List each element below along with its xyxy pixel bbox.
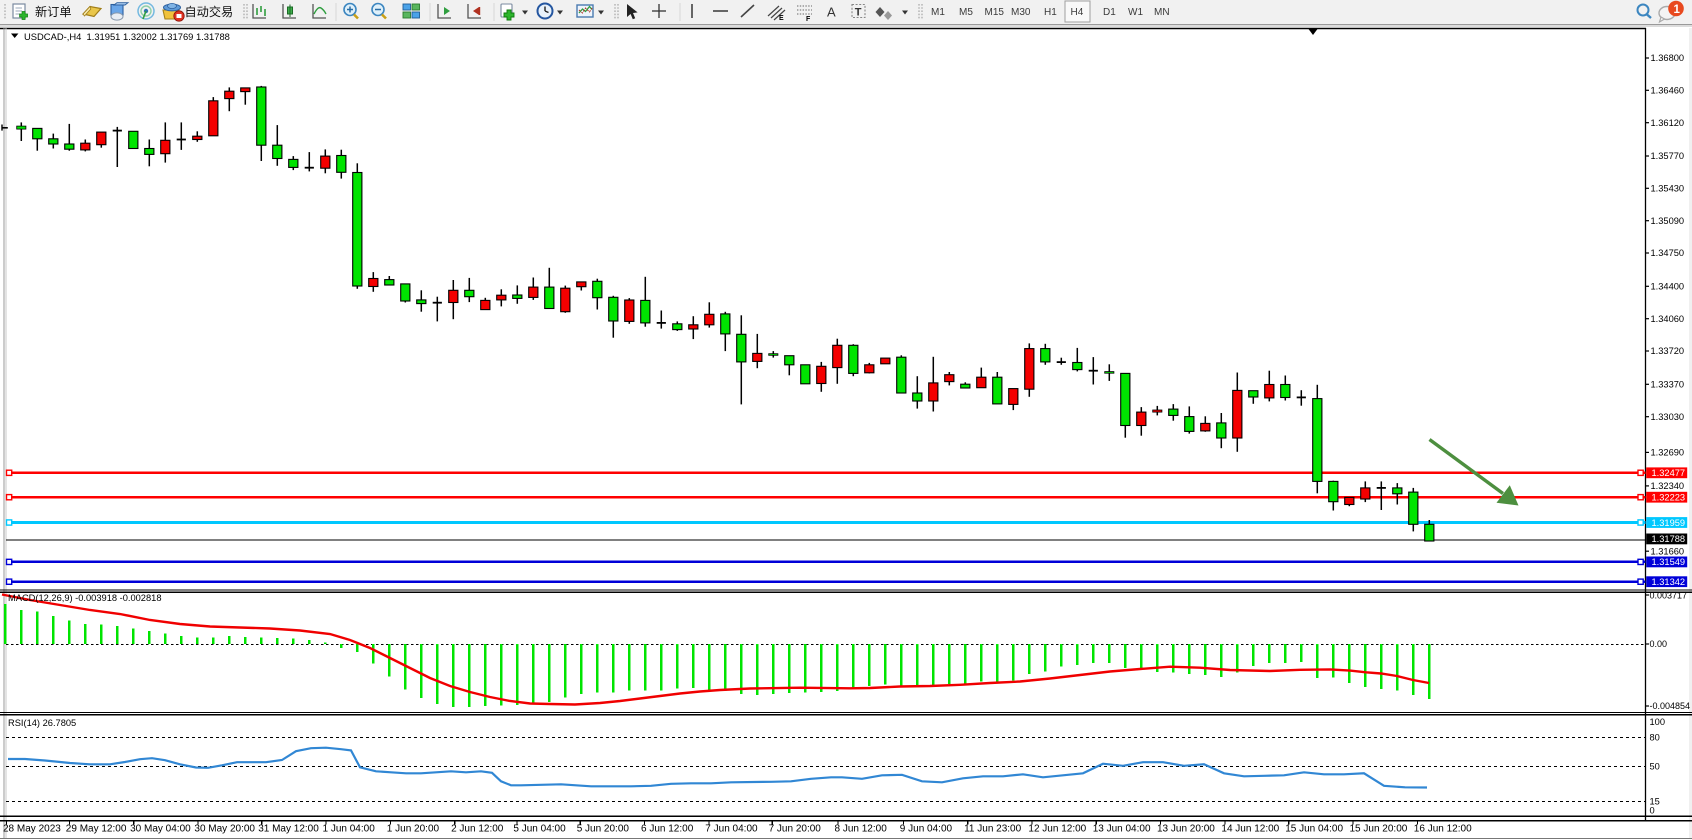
svg-text:-0.004854: -0.004854 (1650, 701, 1691, 711)
svg-text:E: E (779, 15, 784, 22)
svg-text:A: A (827, 5, 836, 20)
svg-text:1: 1 (1674, 4, 1681, 16)
svg-text:15 Jun 20:00: 15 Jun 20:00 (1350, 824, 1408, 835)
svg-text:50: 50 (1650, 761, 1660, 771)
svg-text:H1: H1 (1044, 7, 1057, 18)
svg-text:13 Jun 20:00: 13 Jun 20:00 (1157, 824, 1215, 835)
svg-text:1.34060: 1.34060 (1651, 314, 1685, 324)
svg-text:1.32223: 1.32223 (1652, 493, 1686, 503)
svg-text:1.35770: 1.35770 (1651, 151, 1685, 161)
svg-text:T: T (855, 6, 862, 18)
svg-text:13 Jun 04:00: 13 Jun 04:00 (1093, 824, 1151, 835)
svg-text:100: 100 (1650, 717, 1666, 727)
svg-text:1.31549: 1.31549 (1652, 557, 1686, 567)
svg-text:15: 15 (1650, 797, 1660, 807)
svg-text:30 May 04:00: 30 May 04:00 (130, 824, 191, 835)
svg-text:USDCAD-,H4 1.31951 1.32002 1.: USDCAD-,H4 1.31951 1.32002 1.31769 1.317… (24, 31, 230, 42)
svg-text:H4: H4 (1071, 7, 1084, 18)
svg-text:W1: W1 (1128, 7, 1143, 18)
svg-text:0: 0 (1650, 806, 1655, 816)
svg-text:1.33030: 1.33030 (1651, 412, 1685, 422)
svg-text:7 Jun 20:00: 7 Jun 20:00 (769, 824, 822, 835)
svg-text:1.35430: 1.35430 (1651, 184, 1685, 194)
svg-text:6 Jun 12:00: 6 Jun 12:00 (641, 824, 694, 835)
svg-text:1.32340: 1.32340 (1651, 481, 1685, 491)
svg-text:自动交易: 自动交易 (185, 4, 234, 19)
svg-text:0.00: 0.00 (1650, 639, 1668, 649)
svg-text:1.33370: 1.33370 (1651, 380, 1685, 390)
svg-text:1.31788: 1.31788 (1652, 534, 1686, 544)
svg-text:M30: M30 (1011, 7, 1031, 18)
svg-text:1 Jun 20:00: 1 Jun 20:00 (387, 824, 440, 835)
svg-text:新订单: 新订单 (35, 4, 72, 19)
svg-text:2 Jun 12:00: 2 Jun 12:00 (451, 824, 504, 835)
svg-text:1.33720: 1.33720 (1651, 346, 1685, 356)
svg-text:1.36120: 1.36120 (1651, 118, 1685, 128)
svg-text:MACD(12,26,9) -0.003918 -0.002: MACD(12,26,9) -0.003918 -0.002818 (8, 593, 162, 603)
svg-text:D1: D1 (1103, 7, 1116, 18)
svg-text:RSI(14) 26.7805: RSI(14) 26.7805 (8, 718, 76, 728)
svg-text:M5: M5 (959, 7, 973, 18)
svg-text:1.34750: 1.34750 (1651, 248, 1685, 258)
svg-text:12 Jun 12:00: 12 Jun 12:00 (1028, 824, 1086, 835)
svg-text:28 May 2023: 28 May 2023 (3, 824, 61, 835)
svg-text:1.36800: 1.36800 (1651, 53, 1685, 63)
svg-text:1.31959: 1.31959 (1652, 518, 1686, 528)
svg-text:F: F (806, 16, 811, 23)
svg-text:1.35090: 1.35090 (1651, 216, 1685, 226)
svg-text:1.34400: 1.34400 (1651, 282, 1685, 292)
svg-text:8 Jun 12:00: 8 Jun 12:00 (835, 824, 888, 835)
svg-text:29 May 12:00: 29 May 12:00 (66, 824, 127, 835)
svg-text:1.31660: 1.31660 (1651, 546, 1685, 556)
svg-text:M1: M1 (931, 7, 945, 18)
svg-text:M15: M15 (985, 7, 1005, 18)
svg-text:80: 80 (1650, 733, 1660, 743)
svg-text:31 May 12:00: 31 May 12:00 (258, 824, 319, 835)
svg-text:30 May 20:00: 30 May 20:00 (194, 824, 255, 835)
svg-text:5 Jun 20:00: 5 Jun 20:00 (577, 824, 630, 835)
svg-text:MN: MN (1154, 7, 1170, 18)
svg-text:9 Jun 04:00: 9 Jun 04:00 (900, 824, 953, 835)
svg-text:1 Jun 04:00: 1 Jun 04:00 (323, 824, 376, 835)
svg-text:14 Jun 12:00: 14 Jun 12:00 (1221, 824, 1279, 835)
svg-text:1.32690: 1.32690 (1651, 448, 1685, 458)
svg-text:0.003717: 0.003717 (1650, 591, 1688, 601)
svg-text:16 Jun 12:00: 16 Jun 12:00 (1414, 824, 1472, 835)
svg-text:1.31342: 1.31342 (1652, 577, 1686, 587)
svg-text:15 Jun 04:00: 15 Jun 04:00 (1285, 824, 1343, 835)
svg-text:7 Jun 04:00: 7 Jun 04:00 (705, 824, 758, 835)
svg-text:11 Jun 23:00: 11 Jun 23:00 (964, 824, 1022, 835)
svg-text:1.36460: 1.36460 (1651, 86, 1685, 96)
svg-text:1.32477: 1.32477 (1652, 468, 1686, 478)
svg-text:5 Jun 04:00: 5 Jun 04:00 (513, 824, 566, 835)
